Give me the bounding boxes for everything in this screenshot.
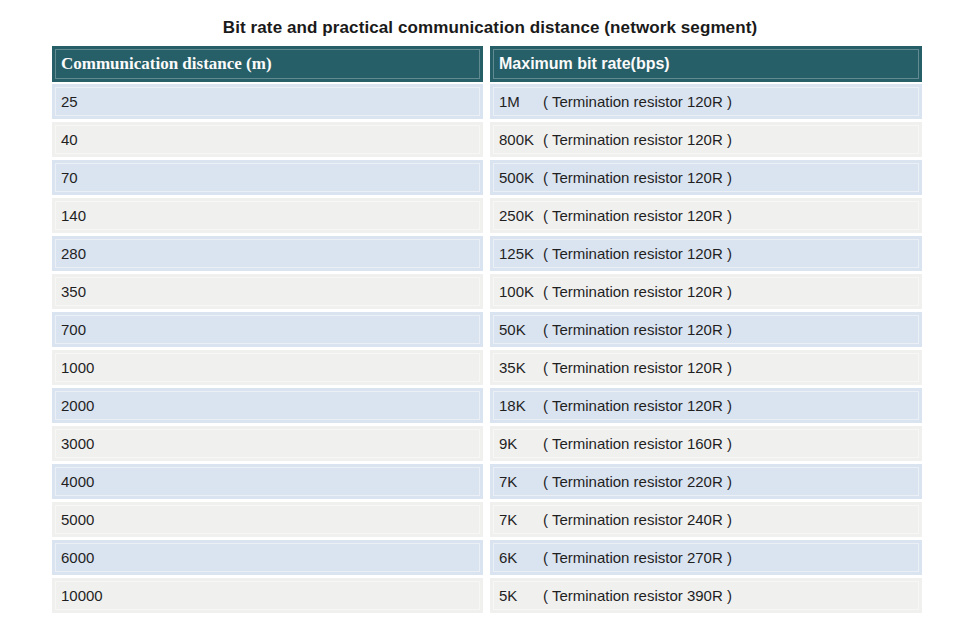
- table-header-row: Communication distance (m) Maximum bit r…: [52, 46, 922, 82]
- bitrate-cell: 7K ( Termination resistor 240R ): [490, 502, 922, 537]
- distance-value: 2000: [61, 397, 94, 414]
- bitrate-cell: 500K ( Termination resistor 120R ): [490, 160, 922, 195]
- bitrate-cell: 800K ( Termination resistor 120R ): [490, 122, 922, 157]
- distance-cell: 5000: [52, 502, 483, 537]
- column-header-maximum-bit-rate: Maximum bit rate(bps): [490, 46, 922, 82]
- bitrate-distance-table: Communication distance (m) Maximum bit r…: [52, 46, 922, 616]
- distance-value: 140: [61, 207, 86, 224]
- table-row: 280 125K ( Termination resistor 120R ): [52, 236, 922, 271]
- bitrate-value: 250K: [499, 207, 543, 224]
- bitrate-cell: 9K ( Termination resistor 160R ): [490, 426, 922, 461]
- bitrate-cell: 50K ( Termination resistor 120R ): [490, 312, 922, 347]
- table-row: 2000 18K ( Termination resistor 120R ): [52, 388, 922, 423]
- bitrate-value: 50K: [499, 321, 543, 338]
- table-row: 6000 6K ( Termination resistor 270R ): [52, 540, 922, 575]
- bitrate-value: 7K: [499, 473, 543, 490]
- termination-resistor-note: ( Termination resistor 120R ): [543, 321, 732, 338]
- termination-resistor-note: ( Termination resistor 160R ): [543, 435, 732, 452]
- bitrate-value: 18K: [499, 397, 543, 414]
- distance-cell: 25: [52, 84, 483, 119]
- termination-resistor-note: ( Termination resistor 120R ): [543, 207, 732, 224]
- distance-value: 25: [61, 93, 78, 110]
- termination-resistor-note: ( Termination resistor 120R ): [543, 359, 732, 376]
- column-header-communication-distance: Communication distance (m): [52, 46, 483, 82]
- distance-cell: 10000: [52, 578, 483, 613]
- distance-cell: 6000: [52, 540, 483, 575]
- distance-cell: 4000: [52, 464, 483, 499]
- termination-resistor-note: ( Termination resistor 120R ): [543, 93, 732, 110]
- table-row: 700 50K ( Termination resistor 120R ): [52, 312, 922, 347]
- distance-cell: 280: [52, 236, 483, 271]
- termination-resistor-note: ( Termination resistor 120R ): [543, 169, 732, 186]
- table-row: 3000 9K ( Termination resistor 160R ): [52, 426, 922, 461]
- distance-cell: 350: [52, 274, 483, 309]
- distance-cell: 1000: [52, 350, 483, 385]
- distance-value: 280: [61, 245, 86, 262]
- distance-value: 6000: [61, 549, 94, 566]
- distance-value: 70: [61, 169, 78, 186]
- bitrate-value: 9K: [499, 435, 543, 452]
- table-row: 10000 5K ( Termination resistor 390R ): [52, 578, 922, 613]
- bitrate-value: 7K: [499, 511, 543, 528]
- table-row: 25 1M ( Termination resistor 120R ): [52, 84, 922, 119]
- termination-resistor-note: ( Termination resistor 120R ): [543, 397, 732, 414]
- distance-value: 4000: [61, 473, 94, 490]
- bitrate-value: 1M: [499, 93, 543, 110]
- bitrate-cell: 250K ( Termination resistor 120R ): [490, 198, 922, 233]
- bitrate-value: 100K: [499, 283, 543, 300]
- termination-resistor-note: ( Termination resistor 390R ): [543, 587, 732, 604]
- table-row: 70 500K ( Termination resistor 120R ): [52, 160, 922, 195]
- bitrate-value: 6K: [499, 549, 543, 566]
- bitrate-cell: 125K ( Termination resistor 120R ): [490, 236, 922, 271]
- distance-cell: 3000: [52, 426, 483, 461]
- page-title: Bit rate and practical communication dis…: [0, 18, 980, 38]
- bitrate-cell: 35K ( Termination resistor 120R ): [490, 350, 922, 385]
- bitrate-cell: 1M ( Termination resistor 120R ): [490, 84, 922, 119]
- distance-cell: 700: [52, 312, 483, 347]
- bitrate-cell: 6K ( Termination resistor 270R ): [490, 540, 922, 575]
- table-row: 350 100K ( Termination resistor 120R ): [52, 274, 922, 309]
- bitrate-cell: 5K ( Termination resistor 390R ): [490, 578, 922, 613]
- distance-value: 5000: [61, 511, 94, 528]
- termination-resistor-note: ( Termination resistor 120R ): [543, 283, 732, 300]
- bitrate-cell: 7K ( Termination resistor 220R ): [490, 464, 922, 499]
- bitrate-value: 5K: [499, 587, 543, 604]
- page: Bit rate and practical communication dis…: [0, 0, 980, 644]
- bitrate-cell: 100K ( Termination resistor 120R ): [490, 274, 922, 309]
- distance-value: 3000: [61, 435, 94, 452]
- termination-resistor-note: ( Termination resistor 270R ): [543, 549, 732, 566]
- distance-value: 10000: [61, 587, 103, 604]
- termination-resistor-note: ( Termination resistor 220R ): [543, 473, 732, 490]
- table-body: 25 1M ( Termination resistor 120R ) 40 8…: [52, 84, 922, 613]
- bitrate-value: 35K: [499, 359, 543, 376]
- table-row: 140 250K ( Termination resistor 120R ): [52, 198, 922, 233]
- table-row: 4000 7K ( Termination resistor 220R ): [52, 464, 922, 499]
- distance-cell: 40: [52, 122, 483, 157]
- termination-resistor-note: ( Termination resistor 240R ): [543, 511, 732, 528]
- table-row: 40 800K ( Termination resistor 120R ): [52, 122, 922, 157]
- distance-cell: 2000: [52, 388, 483, 423]
- distance-value: 700: [61, 321, 86, 338]
- distance-value: 1000: [61, 359, 94, 376]
- bitrate-value: 500K: [499, 169, 543, 186]
- bitrate-value: 125K: [499, 245, 543, 262]
- distance-cell: 70: [52, 160, 483, 195]
- termination-resistor-note: ( Termination resistor 120R ): [543, 131, 732, 148]
- distance-value: 350: [61, 283, 86, 300]
- distance-cell: 140: [52, 198, 483, 233]
- table-row: 1000 35K ( Termination resistor 120R ): [52, 350, 922, 385]
- distance-value: 40: [61, 131, 78, 148]
- bitrate-value: 800K: [499, 131, 543, 148]
- table-row: 5000 7K ( Termination resistor 240R ): [52, 502, 922, 537]
- bitrate-cell: 18K ( Termination resistor 120R ): [490, 388, 922, 423]
- termination-resistor-note: ( Termination resistor 120R ): [543, 245, 732, 262]
